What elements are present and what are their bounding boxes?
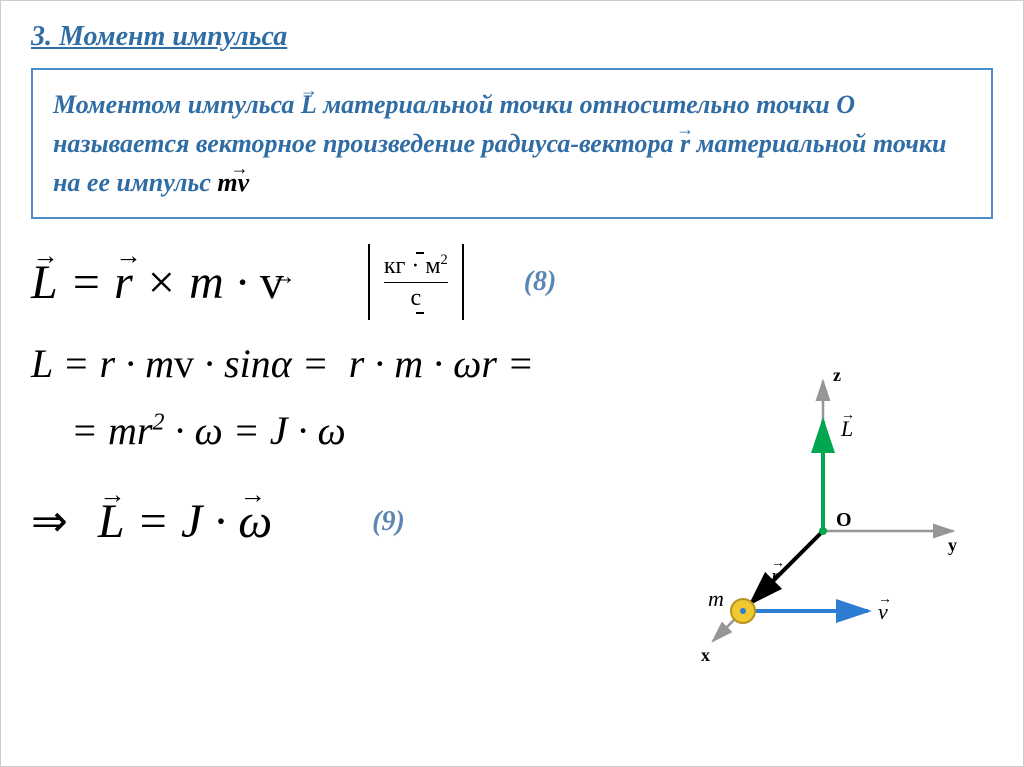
formula-4: L = J · ω	[98, 494, 272, 549]
units-box: кг · м2 с	[368, 244, 464, 320]
label-x: x	[701, 645, 710, 665]
def-text: называется векторное произведение радиус…	[53, 129, 680, 158]
vec-L-inline: →L	[301, 85, 317, 124]
svg-text:→: →	[878, 592, 892, 607]
eq-number-8: (8)	[524, 266, 557, 298]
formula-1: L = r × m · v→	[31, 255, 308, 310]
formula-2b: r · m · ωr =	[349, 340, 534, 387]
def-text: Моментом импульса	[53, 90, 301, 119]
label-y: y	[948, 535, 957, 555]
svg-text:→: →	[841, 408, 855, 423]
mv-inline: →mv	[217, 163, 249, 202]
formula-3: = mr2 · ω = J · ω	[71, 407, 346, 454]
label-z: z	[833, 365, 841, 385]
coordinate-diagram: z y x O L → r → v → m	[623, 361, 963, 691]
section-title: 3. Момент импульса	[31, 21, 993, 53]
vec-r-inline: →r	[680, 124, 690, 163]
definition-box: Моментом импульса →L материальной точки …	[31, 68, 993, 219]
label-m: m	[708, 586, 724, 611]
point-O: O	[836, 90, 855, 119]
vector-r	[751, 531, 823, 603]
def-text: материальной точки относительно точки	[323, 90, 836, 119]
svg-text:→: →	[771, 556, 785, 571]
implies-arrow: ⇒	[31, 496, 68, 547]
origin-dot	[819, 527, 827, 535]
label-O: O	[836, 509, 852, 531]
eq-number-9: (9)	[372, 506, 405, 538]
formula-2a: L = r · mv · sinα =	[31, 340, 329, 387]
